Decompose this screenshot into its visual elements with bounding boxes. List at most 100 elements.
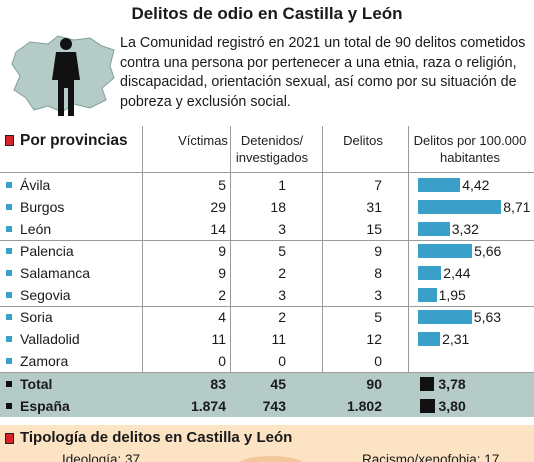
delitos-value: 8 xyxy=(374,265,382,281)
row-bullet-icon xyxy=(6,336,12,342)
province-name: Valladolid xyxy=(20,331,80,347)
delitos-value: 7 xyxy=(374,177,382,193)
tasa-label: 8,71 xyxy=(503,199,531,215)
row-divider xyxy=(0,306,534,307)
row-bullet-icon xyxy=(6,226,12,232)
victimas-value: 4 xyxy=(218,309,226,325)
header-delitos: Delitos xyxy=(343,133,383,148)
total-row: España 1.874 743 1.802 3,80 xyxy=(0,395,534,417)
victimas-value: 5 xyxy=(218,177,226,193)
intro-text: La Comunidad registró en 2021 un total d… xyxy=(120,35,526,110)
row-bullet-icon xyxy=(6,248,12,254)
tasa-label: 3,32 xyxy=(451,221,479,237)
province-name: Segovia xyxy=(20,287,71,303)
tipologia-pie-chart xyxy=(236,456,306,462)
tipologia-section: Tipología de delitos en Castilla y León … xyxy=(0,425,534,462)
tasa-label: 5,63 xyxy=(473,309,502,325)
detenidos-value: 18 xyxy=(270,199,286,215)
column-divider xyxy=(322,126,323,416)
table-row: Segovia 2 3 3 1,95 xyxy=(0,284,534,306)
tipologia-ideologia: Ideología: 37 xyxy=(62,452,141,462)
victimas-value: 9 xyxy=(218,265,226,281)
delitos-value: 1.802 xyxy=(346,398,382,414)
table-row: Salamanca 9 2 8 2,44 xyxy=(0,262,534,284)
row-bullet-icon xyxy=(6,292,12,298)
detenidos-value: 45 xyxy=(270,376,286,392)
section-marker-icon xyxy=(5,433,14,444)
delitos-value: 90 xyxy=(366,376,382,392)
victimas-value: 0 xyxy=(218,353,226,369)
delitos-value: 31 xyxy=(366,199,382,215)
castilla-leon-map-icon xyxy=(11,35,115,116)
delitos-value: 5 xyxy=(374,309,382,325)
row-bullet-icon xyxy=(6,270,12,276)
tasa-bar xyxy=(418,288,437,302)
tasa-bar xyxy=(418,332,441,346)
tasa-bar xyxy=(418,310,472,324)
delitos-value: 15 xyxy=(366,221,382,237)
total-row: Total 83 45 90 3,78 xyxy=(0,373,534,395)
detenidos-value: 2 xyxy=(278,265,286,281)
section-title: Por provincias xyxy=(20,132,128,149)
delitos-value: 12 xyxy=(366,331,382,347)
victimas-value: 14 xyxy=(210,221,226,237)
row-bullet-icon xyxy=(6,314,12,320)
detenidos-value: 1 xyxy=(278,177,286,193)
row-divider xyxy=(0,240,534,241)
detenidos-value: 5 xyxy=(278,243,286,259)
header-detenidos: Detenidos/ investigados xyxy=(235,133,309,165)
victimas-value: 29 xyxy=(210,199,226,215)
section-marker-icon xyxy=(5,135,14,146)
tasa-bar xyxy=(418,222,450,236)
detenidos-value: 3 xyxy=(278,287,286,303)
detenidos-value: 0 xyxy=(278,353,286,369)
province-name: Soria xyxy=(20,309,53,325)
column-divider xyxy=(408,126,409,416)
tasa-label: 1,95 xyxy=(438,287,466,303)
tasa-bar xyxy=(418,200,502,214)
header-tasa: Delitos por 100.000 habitantes xyxy=(413,133,527,165)
tasa-label: 4,42 xyxy=(462,177,490,193)
detenidos-value: 2 xyxy=(278,309,286,325)
table-row: Burgos 29 18 31 8,71 xyxy=(0,196,534,218)
column-divider xyxy=(230,126,231,416)
table-row: León 14 3 15 3,32 xyxy=(0,218,534,240)
total-name: Total xyxy=(20,376,53,392)
table-row: Soria 4 2 5 5,63 xyxy=(0,306,534,328)
column-divider xyxy=(142,126,143,416)
header-victimas: Víctimas xyxy=(178,133,228,148)
province-name: Zamora xyxy=(20,353,69,369)
table-row: Ávila 5 1 7 4,42 xyxy=(0,174,534,196)
province-name: Burgos xyxy=(20,199,65,215)
delitos-value: 9 xyxy=(374,243,382,259)
victimas-value: 2 xyxy=(218,287,226,303)
victimas-value: 11 xyxy=(211,331,226,347)
victimas-value: 1.874 xyxy=(190,398,226,414)
tasa-bar xyxy=(418,266,442,280)
row-divider xyxy=(0,172,534,173)
victimas-value: 9 xyxy=(218,243,226,259)
row-bullet-icon xyxy=(6,204,12,210)
tasa-bar xyxy=(420,377,435,391)
table-row: Valladolid 11 11 12 2,31 xyxy=(0,328,534,350)
page-title: Delitos de odio en Castilla y León xyxy=(131,4,403,23)
table-row: Palencia 9 5 9 5,66 xyxy=(0,240,534,262)
row-bullet-icon xyxy=(6,358,12,364)
delitos-value: 3 xyxy=(374,287,382,303)
detenidos-value: 743 xyxy=(262,398,286,414)
row-bullet-icon xyxy=(6,182,12,188)
province-name: Palencia xyxy=(20,243,74,259)
tipologia-title: Tipología de delitos en Castilla y León xyxy=(20,429,293,446)
detenidos-value: 3 xyxy=(278,221,286,237)
delitos-value: 0 xyxy=(374,353,382,369)
row-bullet-icon xyxy=(6,381,12,387)
tasa-bar xyxy=(418,178,461,192)
tasa-label: 5,66 xyxy=(474,243,502,259)
row-divider xyxy=(0,372,534,373)
victimas-value: 83 xyxy=(210,376,226,392)
tasa-label: 3,78 xyxy=(438,376,466,392)
total-name: España xyxy=(20,398,70,414)
province-name: Ávila xyxy=(20,177,51,193)
tasa-label: 2,31 xyxy=(442,331,470,347)
tasa-label: 2,44 xyxy=(443,265,471,281)
